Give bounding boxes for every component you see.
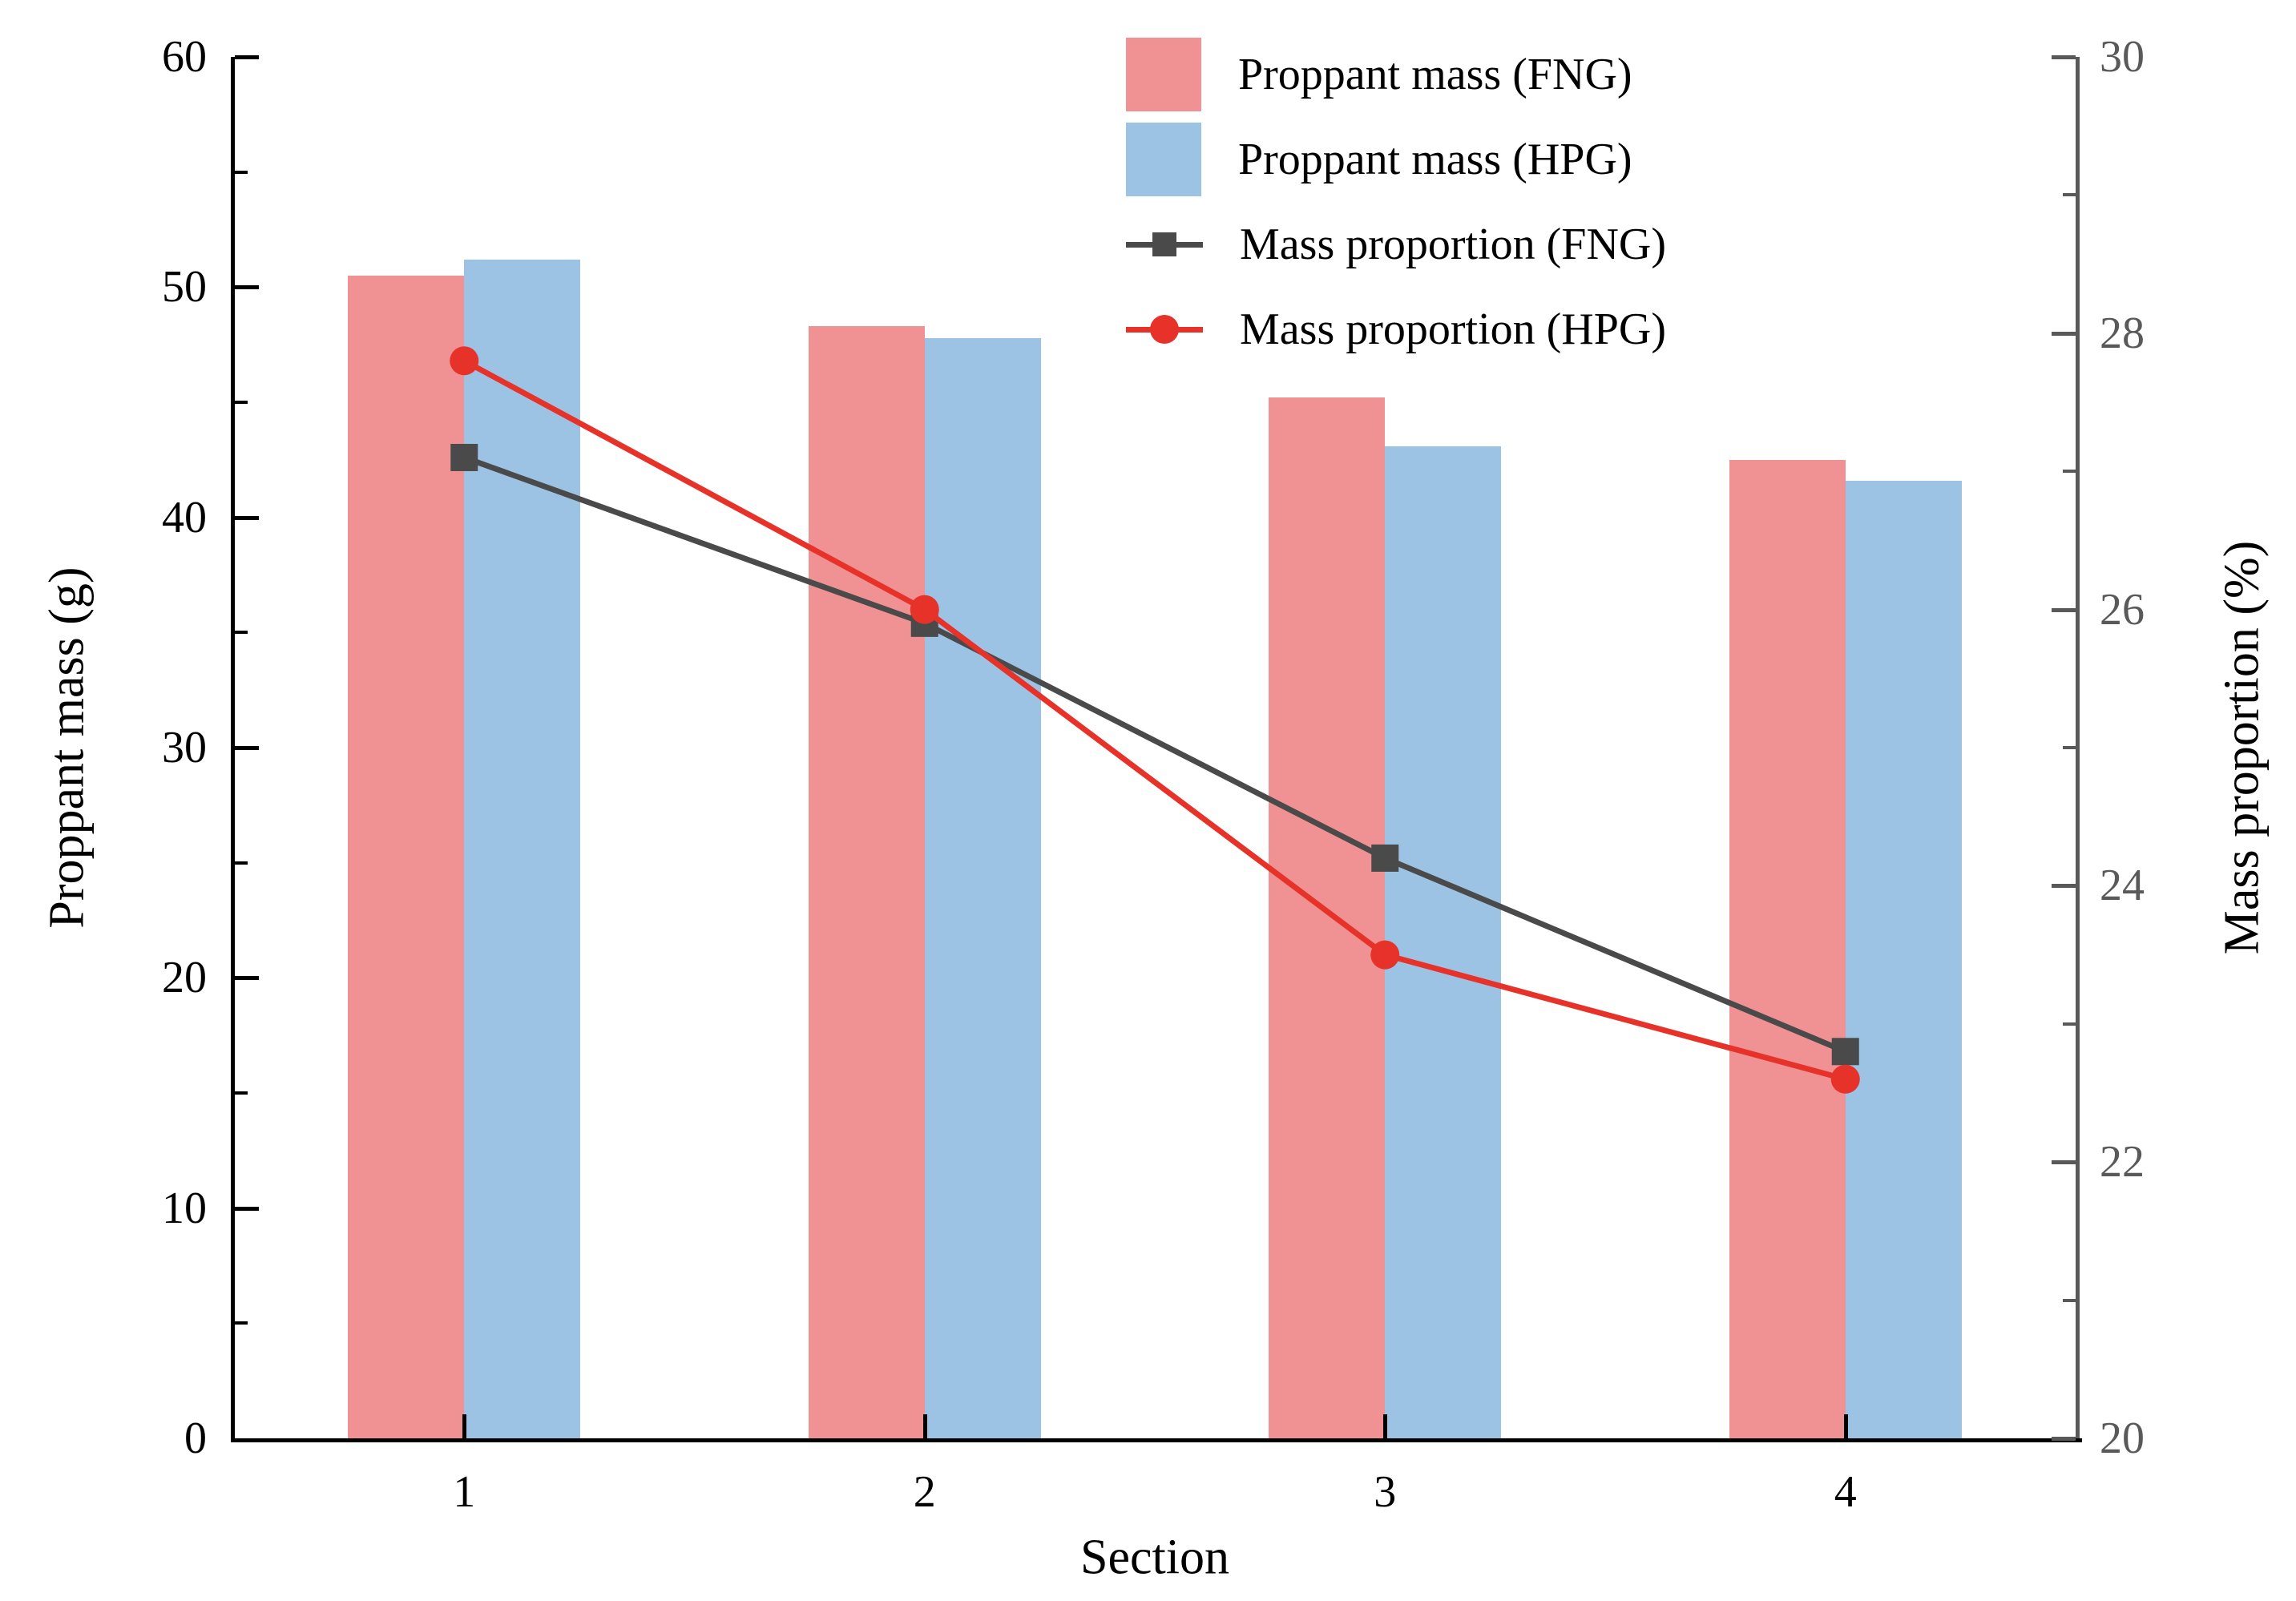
x-tick-label: 4 xyxy=(1834,1467,1857,1517)
y-left-major-tick xyxy=(235,285,259,290)
square-marker-icon xyxy=(1371,844,1399,872)
y-left-minor-tick xyxy=(235,170,248,174)
bar-proppant-fng-section-3 xyxy=(1269,397,1386,1438)
lines-layer xyxy=(450,346,1860,1094)
circle-marker-icon xyxy=(1830,1064,1860,1094)
y-left-major-tick xyxy=(235,515,259,520)
legend-circle-marker-icon xyxy=(1150,315,1179,344)
y-right-major-tick xyxy=(2052,1437,2076,1441)
y-left-tick-label: 20 xyxy=(162,953,207,1003)
x-tick-label: 2 xyxy=(913,1467,936,1517)
y-right-minor-tick xyxy=(2063,470,2076,474)
legend: Proppant mass (FNG) Proppant mass (HPG) … xyxy=(1126,32,1666,372)
bar-proppant-fng-section-1 xyxy=(348,275,465,1438)
bar-proppant-hpg-section-4 xyxy=(1845,480,1962,1438)
x-tick-label: 3 xyxy=(1374,1467,1397,1517)
y-right-tick-label: 30 xyxy=(2100,32,2145,82)
x-axis-tick xyxy=(1843,1414,1848,1438)
y-axis-right-line xyxy=(2076,57,2080,1442)
y-right-minor-tick xyxy=(2063,1022,2076,1026)
y-left-major-tick xyxy=(235,1206,259,1211)
legend-line-sample-hpg xyxy=(1126,313,1203,345)
line-mass-proportion-hpg xyxy=(462,358,1846,1083)
legend-item-proppant-mass-fng: Proppant mass (FNG) xyxy=(1126,32,1666,117)
bar-proppant-fng-section-2 xyxy=(808,326,925,1438)
legend-swatch-hpg-bar xyxy=(1126,123,1201,196)
x-axis-line xyxy=(231,1438,2082,1442)
y-right-major-tick xyxy=(2052,55,2076,59)
y-right-tick-label: 24 xyxy=(2100,861,2145,911)
y-left-minor-tick xyxy=(235,631,248,635)
y-right-tick-label: 26 xyxy=(2100,584,2145,635)
plot-area xyxy=(234,57,2076,1438)
legend-line-sample-fng xyxy=(1126,228,1203,260)
square-marker-icon xyxy=(1831,1038,1859,1066)
bar-proppant-hpg-section-2 xyxy=(924,337,1041,1438)
y-axis-title-right: Mass proportion (%) xyxy=(2214,540,2270,955)
y-right-major-tick xyxy=(2052,607,2076,612)
y-left-tick-label: 60 xyxy=(162,32,207,82)
circle-marker-icon xyxy=(910,595,939,624)
y-right-tick-label: 28 xyxy=(2100,308,2145,358)
y-left-minor-tick xyxy=(235,1321,248,1325)
y-right-major-tick xyxy=(2052,1160,2076,1165)
x-axis-title: Section xyxy=(1080,1530,1229,1585)
y-left-minor-tick xyxy=(235,1091,248,1095)
y-axis-left-line xyxy=(231,57,235,1442)
y-left-major-tick xyxy=(235,746,259,750)
y-left-minor-tick xyxy=(235,861,248,865)
y-left-tick-label: 40 xyxy=(162,492,207,542)
y-right-major-tick xyxy=(2052,331,2076,336)
circle-marker-icon xyxy=(1370,940,1400,970)
circle-marker-icon xyxy=(450,346,479,376)
legend-swatch-fng-bar xyxy=(1126,38,1201,111)
y-right-minor-tick xyxy=(2063,193,2076,197)
square-marker-icon xyxy=(450,443,478,471)
y-right-major-tick xyxy=(2052,884,2076,889)
legend-item-mass-proportion-hpg: Mass proportion (HPG) xyxy=(1126,287,1666,372)
y-left-tick-label: 50 xyxy=(162,262,207,313)
x-axis-tick xyxy=(1383,1414,1388,1438)
x-axis-tick xyxy=(462,1414,467,1438)
legend-item-mass-proportion-fng: Mass proportion (FNG) xyxy=(1126,202,1666,287)
bar-proppant-hpg-section-3 xyxy=(1385,446,1502,1438)
legend-square-marker-icon xyxy=(1152,232,1176,256)
legend-label-proppant-mass-fng: Proppant mass (FNG) xyxy=(1238,50,1632,99)
legend-label-mass-proportion-fng: Mass proportion (FNG) xyxy=(1240,220,1666,269)
bars-layer xyxy=(234,57,2076,1438)
y-right-tick-label: 22 xyxy=(2100,1137,2145,1188)
y-left-tick-label: 0 xyxy=(184,1413,207,1463)
bar-proppant-hpg-section-1 xyxy=(464,259,581,1438)
x-tick-label: 1 xyxy=(453,1467,476,1517)
legend-item-proppant-mass-hpg: Proppant mass (HPG) xyxy=(1126,117,1666,202)
y-left-minor-tick xyxy=(235,401,248,404)
bar-proppant-fng-section-4 xyxy=(1729,459,1846,1438)
y-right-minor-tick xyxy=(2063,1298,2076,1302)
legend-label-proppant-mass-hpg: Proppant mass (HPG) xyxy=(1238,135,1632,184)
legend-label-mass-proportion-hpg: Mass proportion (HPG) xyxy=(1240,304,1666,354)
x-axis-tick xyxy=(922,1414,927,1438)
y-right-tick-label: 20 xyxy=(2100,1413,2145,1463)
y-left-major-tick xyxy=(235,55,259,59)
line-mass-proportion-fng xyxy=(463,454,1847,1055)
y-left-major-tick xyxy=(235,976,259,981)
y-right-minor-tick xyxy=(2063,746,2076,749)
y-axis-title-left: Proppant mass (g) xyxy=(39,567,95,929)
y-left-tick-label: 10 xyxy=(162,1183,207,1233)
y-left-tick-label: 30 xyxy=(162,723,207,772)
